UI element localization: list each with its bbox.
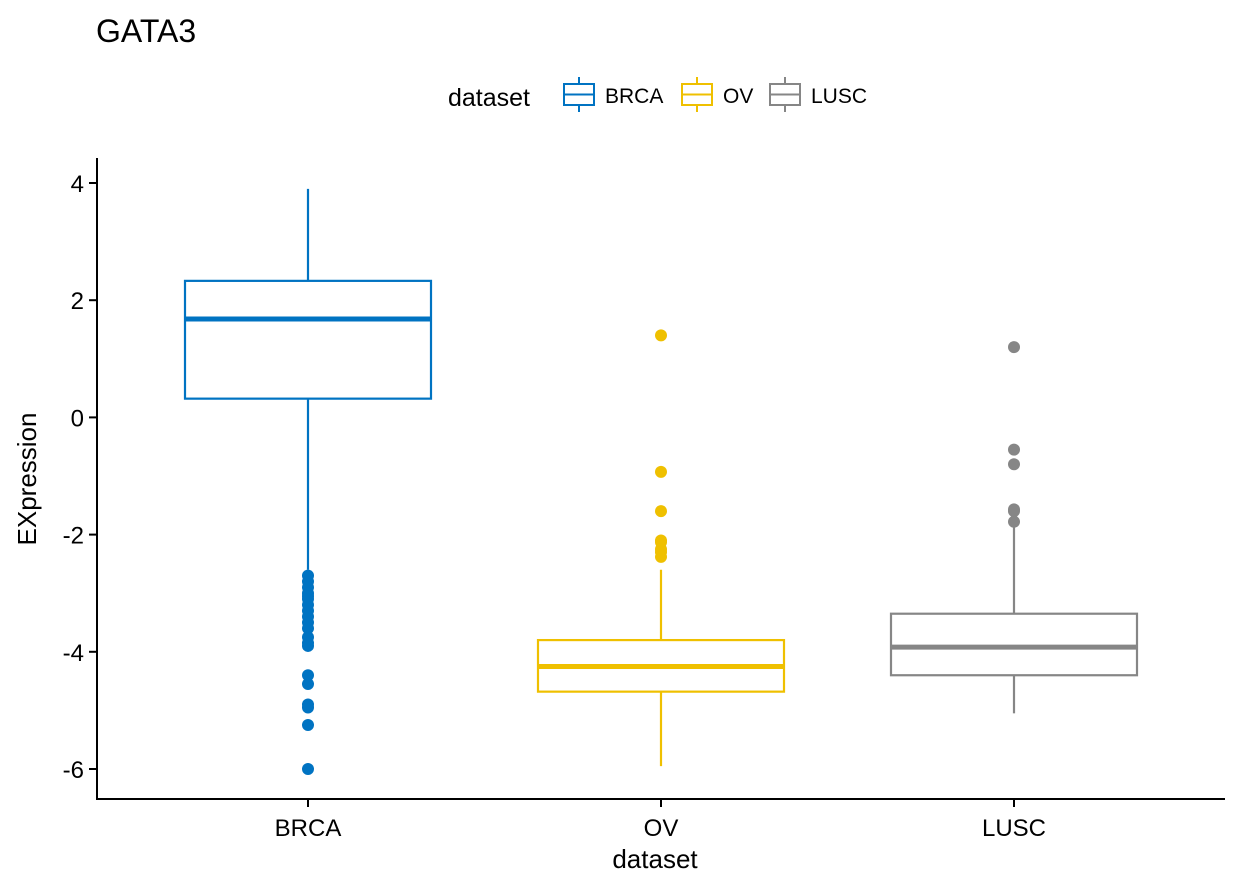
outlier-point	[302, 622, 314, 635]
legend: dataset BRCA OV LUSC	[448, 77, 867, 112]
outlier-point	[655, 465, 667, 478]
outlier-point	[302, 669, 314, 682]
y-tick-label: -2	[63, 523, 84, 550]
box-ov	[536, 329, 786, 767]
outlier-point	[302, 701, 314, 714]
legend-label: BRCA	[605, 85, 663, 108]
outlier-point	[1008, 443, 1020, 456]
outlier-point	[655, 329, 667, 342]
outlier-point	[302, 763, 314, 775]
x-tick-label: OV	[644, 815, 679, 842]
legend-title: dataset	[448, 84, 530, 112]
outlier-point	[655, 505, 667, 518]
outlier-point	[655, 550, 667, 563]
outlier-point	[1008, 458, 1020, 471]
y-tick-label: 2	[71, 288, 84, 315]
x-tick-label: LUSC	[982, 815, 1046, 842]
legend-label: OV	[723, 85, 753, 108]
outlier-point	[1008, 515, 1020, 528]
y-axis-label: EXpression	[12, 413, 42, 546]
x-axis-label: dataset	[612, 844, 698, 874]
chart-title: GATA3	[96, 13, 196, 49]
legend-label: LUSC	[811, 85, 867, 108]
iqr-box	[183, 279, 433, 400]
x-tick-label: BRCA	[275, 815, 342, 842]
outlier-point	[302, 678, 314, 691]
plot-area: 4 2 0 -2 -4 -6 BRCA OV LUSC	[63, 158, 1225, 842]
iqr-box	[889, 612, 1139, 677]
outlier-point	[302, 639, 314, 652]
box-lusc	[889, 341, 1139, 714]
y-tick-label: -6	[63, 757, 84, 784]
outlier-point	[1008, 341, 1020, 354]
legend-entry-lusc: LUSC	[769, 77, 867, 112]
box-brca	[183, 188, 433, 775]
y-tick-label: -4	[63, 640, 84, 667]
legend-entry-ov: OV	[681, 77, 753, 112]
y-tick-label: 0	[71, 405, 84, 432]
y-tick-label: 4	[71, 171, 84, 198]
outlier-point	[302, 719, 314, 732]
outlier-point	[1008, 505, 1020, 518]
legend-entry-brca: BRCA	[563, 77, 663, 112]
